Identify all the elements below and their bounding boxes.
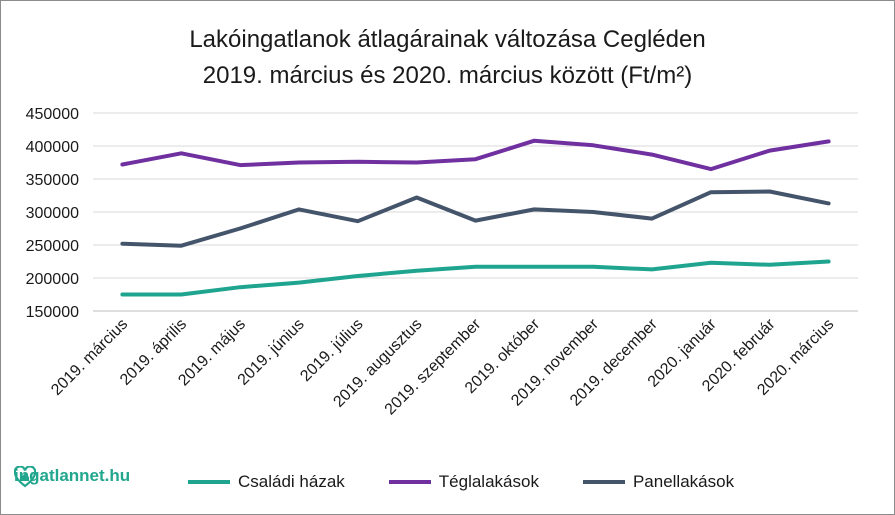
heart-house-icon bbox=[14, 466, 36, 488]
legend-swatch bbox=[388, 480, 431, 484]
legend-label: Panellakások bbox=[632, 472, 735, 491]
y-tick-label: 200000 bbox=[26, 271, 79, 288]
y-tick-label: 250000 bbox=[26, 238, 79, 255]
chart-title-line-1: Lakóingatlanok átlagárainak változása Ce… bbox=[189, 26, 706, 53]
series-line-teglalakasok bbox=[120, 138, 831, 172]
y-tick-label: 450000 bbox=[26, 106, 79, 123]
x-tick-label: 2019. március bbox=[48, 316, 131, 399]
legend-swatch bbox=[188, 480, 230, 484]
legend-item-teglalakasok: Téglalakások bbox=[388, 472, 539, 492]
ingatlannet-logo: ingatlannet.hu bbox=[14, 466, 131, 488]
series-line-panellakasok bbox=[120, 189, 831, 248]
legend-label: Családi házak bbox=[238, 472, 345, 491]
y-tick-label: 300000 bbox=[26, 205, 79, 222]
chart-title: Lakóingatlanok átlagárainak változása Ce… bbox=[0, 22, 895, 94]
logo-text: ingatlannet.hu bbox=[14, 466, 131, 485]
y-tick-label: 350000 bbox=[26, 172, 79, 189]
series-line-csaladi-hazak bbox=[120, 259, 831, 297]
chart-title-line-2: 2019. március és 2020. március között (F… bbox=[202, 62, 693, 89]
legend-label: Téglalakások bbox=[438, 472, 539, 491]
legend-swatch bbox=[582, 480, 625, 484]
y-tick-label: 150000 bbox=[26, 304, 79, 321]
legend-item-csaladi-hazak: Családi házak bbox=[188, 472, 345, 492]
chart-legend: Családi házak Téglalakások Panellakások bbox=[188, 469, 778, 495]
legend-item-panellakasok: Panellakások bbox=[582, 472, 735, 492]
y-tick-label: 400000 bbox=[26, 139, 79, 156]
